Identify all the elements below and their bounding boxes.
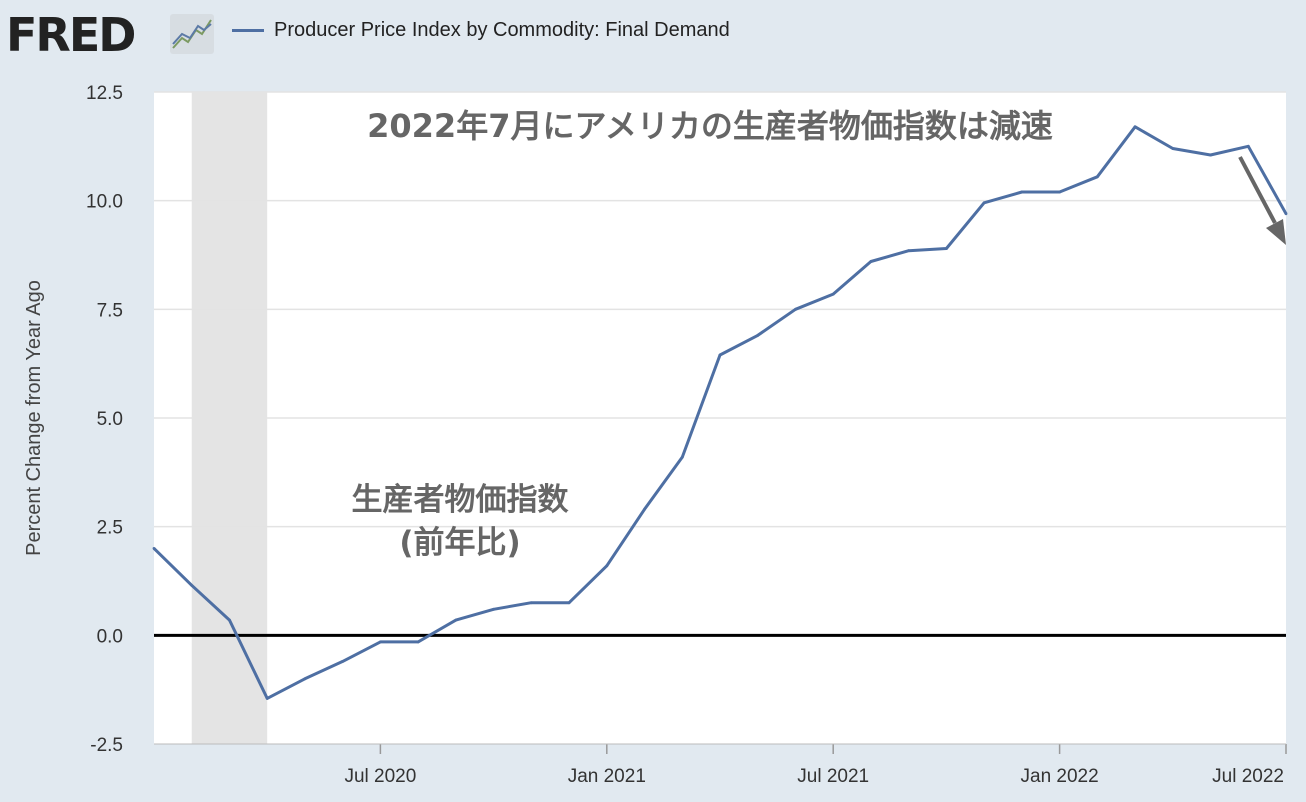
annotation-label-line1: 生産者物価指数 <box>352 482 569 518</box>
data-point <box>152 547 156 550</box>
data-point <box>982 201 986 205</box>
down-arrow-icon <box>1238 156 1286 245</box>
data-point <box>303 677 307 681</box>
data-point <box>190 583 194 587</box>
x-axis-ticks: Jul 2020 Jan 2021 Jul 2021 Jan 2022 Jul 2022 <box>344 744 1287 787</box>
data-point <box>265 696 269 700</box>
data-point <box>1133 125 1137 129</box>
data-point <box>1020 190 1024 194</box>
data-point <box>228 618 231 622</box>
data-point <box>794 307 797 311</box>
y-tick-label: 0.0 <box>97 626 123 647</box>
data-point <box>341 660 345 663</box>
x-tick-label: Jan 2022 <box>1021 766 1099 787</box>
y-tick-label: 5.0 <box>97 409 123 430</box>
fred-logo[interactable]: FRED <box>6 8 136 62</box>
data-point <box>831 292 835 296</box>
data-point <box>756 334 760 337</box>
x-tick-label: Jul 2020 <box>344 766 416 787</box>
data-point <box>1171 147 1175 150</box>
x-tick-label: Jul 2021 <box>797 766 869 787</box>
data-point <box>416 640 420 644</box>
data-point <box>1058 190 1061 194</box>
y-axis-label: Percent Change from Year Ago <box>23 280 45 556</box>
y-tick-label: -2.5 <box>90 735 123 756</box>
series-points <box>152 125 1288 700</box>
header: FRED Producer Price Index by Commodity: … <box>0 0 1306 70</box>
data-point <box>718 353 722 357</box>
y-tick-label: 2.5 <box>97 518 123 539</box>
data-point <box>1095 175 1099 179</box>
gridlines <box>154 91 1286 528</box>
data-point <box>1209 153 1212 157</box>
y-tick-label: 10.0 <box>86 192 123 213</box>
data-point <box>605 564 609 568</box>
x-tick-label: Jan 2021 <box>568 766 646 787</box>
data-point <box>869 260 873 263</box>
data-point <box>945 247 948 250</box>
y-tick-label: 7.5 <box>97 300 123 321</box>
data-point <box>907 249 911 253</box>
x-tick-label: Jul 2022 <box>1212 766 1284 787</box>
data-point <box>379 640 382 644</box>
legend[interactable]: Producer Price Index by Commodity: Final… <box>232 18 730 42</box>
data-point <box>1284 212 1288 216</box>
trend-chart-icon <box>170 14 214 54</box>
data-point <box>1246 144 1250 148</box>
data-point <box>529 601 533 605</box>
data-point <box>643 507 646 511</box>
data-point <box>567 601 571 605</box>
legend-label: Producer Price Index by Commodity: Final… <box>274 18 730 41</box>
y-tick-label: 12.5 <box>86 83 123 104</box>
data-point <box>680 455 684 459</box>
data-point <box>454 618 458 622</box>
annotation-label-line2: (前年比) <box>399 525 520 561</box>
annotation-title: 2022年7月にアメリカの生産者物価指数は減速 <box>367 107 1053 145</box>
legend-swatch <box>232 28 264 32</box>
y-axis-ticks: -2.5 0.0 2.5 5.0 7.5 10.0 12.5 <box>86 83 123 756</box>
data-point <box>492 607 495 611</box>
